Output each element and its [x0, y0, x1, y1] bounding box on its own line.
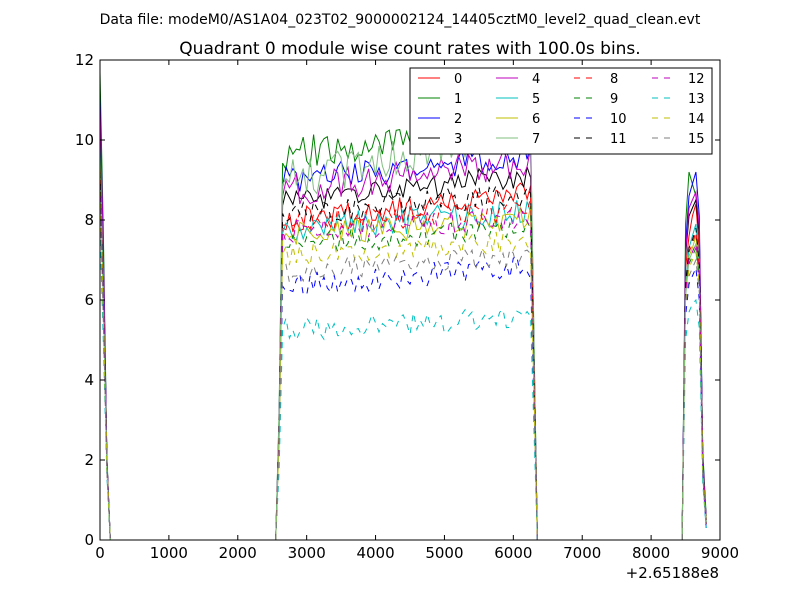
series-line-12 [100, 183, 707, 540]
series-line-6 [100, 155, 707, 540]
series-line-7 [100, 119, 707, 540]
x-tick-label: 5000 [425, 544, 463, 562]
x-tick-label: 0 [95, 544, 105, 562]
legend-label-1: 1 [454, 92, 462, 107]
x-tick-label: 7000 [563, 544, 601, 562]
legend-box [409, 67, 713, 155]
series-line-8 [100, 167, 707, 540]
y-tick-label: 0 [84, 531, 94, 549]
suptitle: Data file: modeM0/AS1A04_023T02_90000021… [100, 12, 701, 28]
legend-label-14: 14 [688, 112, 705, 127]
series-line-9 [100, 179, 707, 540]
plot-area [100, 71, 707, 540]
legend-label-8: 8 [610, 72, 618, 87]
legend-label-11: 11 [610, 132, 627, 147]
y-tick-label: 2 [84, 451, 94, 469]
x-tick-label: 4000 [356, 544, 394, 562]
legend-label-12: 12 [688, 72, 705, 87]
x-tick-label: 1000 [150, 544, 188, 562]
x-offset-label: +2.65188e8 [626, 564, 719, 582]
legend-label-9: 9 [610, 92, 618, 107]
x-tick-label: 8000 [632, 544, 670, 562]
legend-label-15: 15 [688, 132, 705, 147]
legend-label-4: 4 [532, 72, 540, 87]
x-tick-label: 6000 [494, 544, 532, 562]
y-tick-label: 8 [84, 211, 94, 229]
legend-label-3: 3 [454, 132, 462, 147]
y-tick-label: 6 [84, 291, 94, 309]
y-tick-label: 4 [84, 371, 94, 389]
x-tick-label: 9000 [701, 544, 739, 562]
legend-label-7: 7 [532, 132, 540, 147]
y-tick-label: 10 [75, 131, 94, 149]
axis-ticks: 0 1000 2000 3000 4000 5000 6000 7000 8000 9000 0 2 4… [75, 51, 739, 562]
series-line-14 [100, 191, 707, 540]
series-line-3 [100, 107, 707, 540]
legend-label-13: 13 [688, 92, 705, 107]
series-line-0 [100, 131, 707, 540]
x-tick-label: 2000 [219, 544, 257, 562]
chart-title: Quadrant 0 module wise count rates with … [179, 39, 640, 59]
series-line-15 [100, 195, 707, 540]
legend-label-0: 0 [454, 72, 462, 87]
series-line-4 [100, 103, 707, 540]
x-tick-label: 3000 [288, 544, 326, 562]
legend-label-5: 5 [532, 92, 540, 107]
series-line-5 [100, 143, 707, 540]
legend-label-10: 10 [610, 112, 627, 127]
legend-label-2: 2 [454, 112, 462, 127]
legend-label-6: 6 [532, 112, 540, 127]
series-line-13 [100, 227, 707, 540]
series-line-2 [100, 95, 707, 540]
y-tick-label: 12 [75, 51, 94, 69]
